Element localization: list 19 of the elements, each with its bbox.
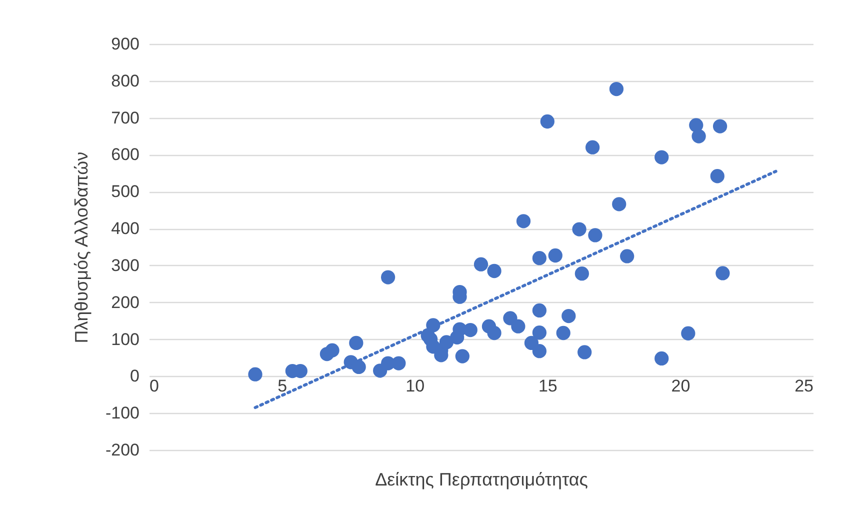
x-axis-title: Δείκτης Περπατησιμότητας [375,470,588,490]
y-tick-label: -200 [105,440,140,460]
y-axis-title: Πληθυσμός Αλλοδαπών [71,152,92,344]
x-tick-label: 25 [794,376,814,396]
y-tick-label: 800 [111,71,140,90]
y-tick-label: 400 [111,219,140,238]
x-tick-label: 5 [278,376,288,396]
x-tick-label: 20 [671,376,690,396]
y-tick-label: 600 [111,145,140,164]
y-tick-label: 200 [111,292,140,312]
x-tick-label: 10 [406,376,425,396]
y-tick-label: 900 [111,34,140,54]
y-tick-label: -100 [105,404,140,423]
y-tick-label: 500 [111,182,140,202]
x-tick-label: 0 [150,376,159,396]
y-tick-label: 100 [111,330,140,349]
x-tick-label: 15 [538,376,558,396]
y-tick-label: 300 [111,256,140,275]
y-tick-label: 700 [111,108,140,128]
